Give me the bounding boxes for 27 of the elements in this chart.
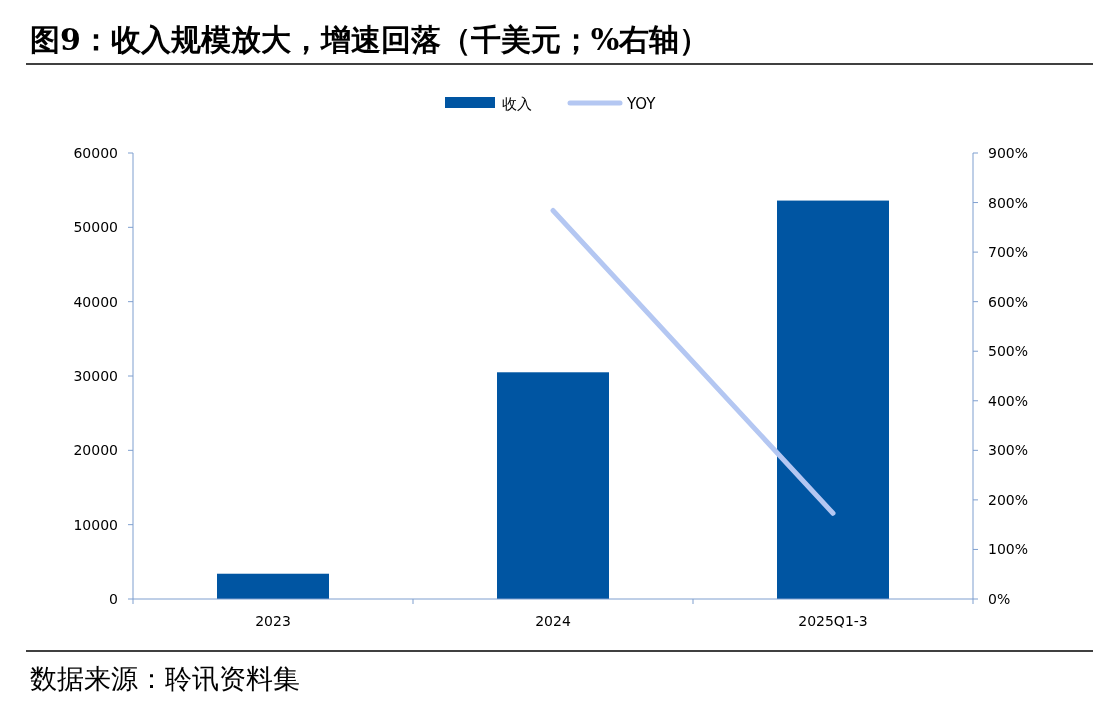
y-tick-label: 50000 (73, 219, 118, 236)
y2-tick-label: 200% (988, 491, 1029, 508)
legend-label: YOY (626, 95, 657, 113)
y2-tick-label: 400% (988, 392, 1029, 409)
x-tick-label: 2025Q1-3 (798, 613, 868, 629)
legend-label: 收入 (502, 95, 532, 113)
x-tick-label: 2024 (535, 613, 571, 629)
y-tick-label: 10000 (73, 516, 118, 533)
y2-tick-label: 300% (988, 442, 1029, 459)
y-tick-label: 20000 (73, 442, 118, 459)
bar (497, 372, 609, 599)
y2-tick-label: 100% (988, 541, 1029, 558)
y2-tick-label: 800% (988, 194, 1029, 211)
y2-tick-label: 700% (988, 244, 1029, 261)
y2-tick-label: 900% (988, 145, 1029, 161)
chart-title: 图9：收入规模放大，增速回落（千美元；%右轴） (30, 22, 710, 57)
y2-tick-label: 600% (988, 293, 1029, 310)
y-tick-label: 40000 (73, 293, 118, 310)
bar (217, 573, 329, 599)
y-tick-label: 0 (109, 591, 118, 607)
source-note: 数据来源：聆讯资料集 (30, 663, 300, 694)
y-tick-label: 30000 (73, 368, 118, 384)
y2-tick-label: 500% (988, 343, 1029, 360)
x-tick-label: 2023 (255, 613, 291, 629)
y2-tick-label: 0% (988, 591, 1011, 607)
bar (777, 200, 889, 599)
y-tick-label: 60000 (73, 145, 118, 161)
